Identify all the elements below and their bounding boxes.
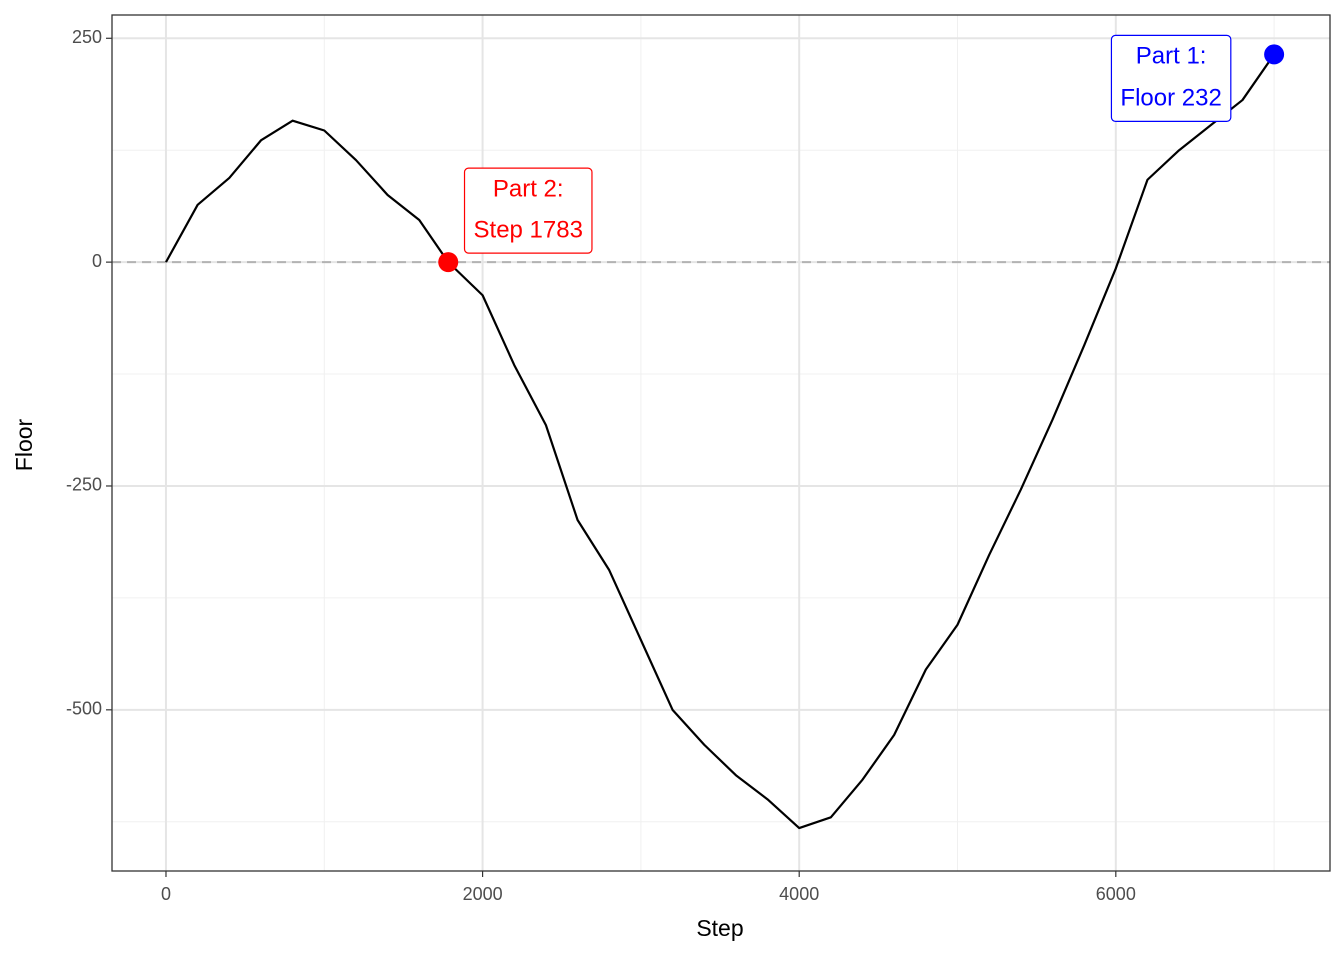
x-tick-label: 6000 bbox=[1096, 884, 1136, 904]
y-tick-label: 0 bbox=[92, 251, 102, 271]
panel-border bbox=[111, 14, 1331, 872]
y-tick-label: -500 bbox=[66, 699, 102, 719]
annotation-text: Part 1: bbox=[1136, 43, 1207, 70]
annotation-label: Part 2: Step 1783 bbox=[463, 167, 593, 254]
annotation-text: Part 2: bbox=[493, 175, 564, 202]
x-tick-label: 2000 bbox=[463, 884, 503, 904]
x-tick-label: 0 bbox=[161, 884, 171, 904]
x-tick-label: 4000 bbox=[779, 884, 819, 904]
y-axis-title: Floor bbox=[11, 418, 37, 471]
y-tick-label: 250 bbox=[72, 27, 102, 47]
x-axis-title: Step bbox=[696, 915, 743, 941]
annotation-text: Step 1783 bbox=[474, 216, 583, 243]
annotation-box bbox=[463, 167, 593, 254]
line bbox=[165, 53, 1276, 830]
annotation-text: Floor 232 bbox=[1120, 85, 1221, 112]
y-tick-label: -250 bbox=[66, 475, 102, 495]
annotation-point bbox=[1264, 44, 1285, 65]
annotation-box bbox=[1110, 34, 1232, 122]
annotation-label: Part 1: Floor 232 bbox=[1110, 34, 1232, 122]
annotation-point bbox=[438, 252, 459, 273]
